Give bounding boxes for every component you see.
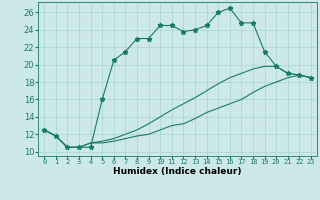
- X-axis label: Humidex (Indice chaleur): Humidex (Indice chaleur): [113, 167, 242, 176]
